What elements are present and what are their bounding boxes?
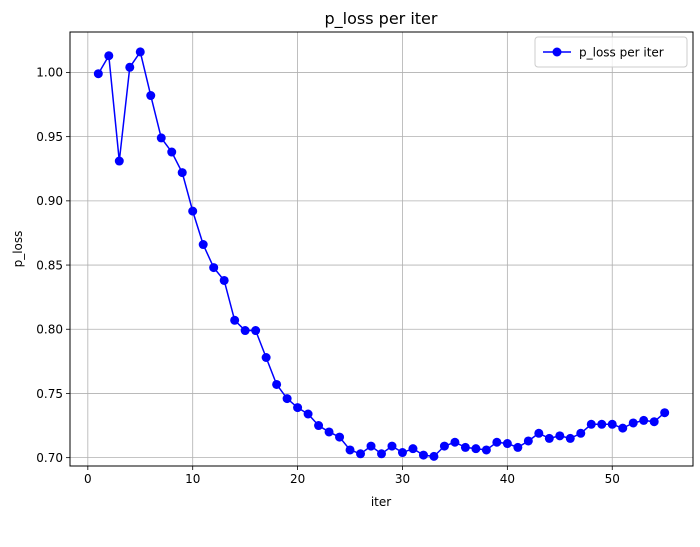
legend: p_loss per iter [534,36,688,68]
grid [70,32,693,466]
legend-box [534,36,688,68]
data-point [408,444,418,454]
data-point [534,428,544,438]
data-point [555,431,565,441]
data-point [397,448,407,458]
data-point [628,418,638,428]
data-point [639,415,649,425]
data-point [481,445,491,455]
plot-area-frame [69,31,694,467]
data-point [544,433,554,443]
y-tick-label: 0.70 [36,451,63,465]
data-point [282,394,292,404]
chart-title: p_loss per iter [325,9,438,29]
x-axis-label: iter [371,495,391,509]
data-point [523,436,533,446]
legend-marker-swatch [552,47,562,57]
data-point [177,168,187,178]
data-point [219,275,229,285]
x-tick-label: 30 [395,472,410,486]
data-point [429,451,439,461]
data-point [345,445,355,455]
data-point [513,442,523,452]
data-point [188,206,198,216]
data-point [565,433,575,443]
y-tick-label: 0.80 [36,323,63,337]
data-point [314,421,324,431]
data-point [418,450,428,460]
data-point [492,437,502,447]
data-point [471,444,481,454]
data-point [125,62,135,72]
data-point [293,403,303,413]
y-tick-label: 1.00 [36,66,63,80]
data-point [618,423,628,433]
data-point [660,408,670,418]
data-point [146,91,156,101]
data-point [377,449,386,459]
data-point [198,240,208,250]
data-point [104,51,114,61]
data-point [450,437,460,447]
x-tick-label: 20 [290,472,305,486]
data-point [586,419,596,429]
data-point [502,439,512,449]
data-point [303,409,313,419]
data-point [576,428,586,438]
data-point [387,441,397,451]
data-point [135,47,145,57]
legend-label: p_loss per iter [579,46,664,60]
x-tick-label: 40 [500,472,515,486]
data-point [324,427,334,437]
data-point [230,315,240,325]
data-point [209,263,219,273]
data-point [156,133,166,143]
data-point [93,69,103,79]
y-axis-ticks: 0.70 0.75 0.80 0.85 0.90 0.95 1.00 [36,66,70,465]
data-point [261,353,271,362]
data-point [272,379,282,389]
data-point [251,326,261,336]
data-point [335,432,345,442]
data-point [607,419,617,429]
y-tick-label: 0.75 [36,387,63,401]
x-tick-label: 50 [605,472,620,486]
data-point [366,441,376,451]
y-tick-label: 0.95 [36,130,63,144]
series-markers [93,47,670,461]
data-point [167,147,177,157]
data-point [114,156,124,166]
data-point [597,419,607,429]
y-axis-label: p_loss [11,231,25,268]
x-tick-label: 0 [84,472,92,486]
x-axis-ticks: 0 10 20 30 40 50 [84,466,620,486]
data-point [649,417,659,427]
data-point [439,441,449,451]
y-tick-label: 0.90 [36,194,63,208]
x-tick-label: 10 [185,472,200,486]
y-tick-label: 0.85 [36,258,63,272]
data-point [356,449,366,459]
data-point [460,442,470,452]
data-point [240,326,250,336]
